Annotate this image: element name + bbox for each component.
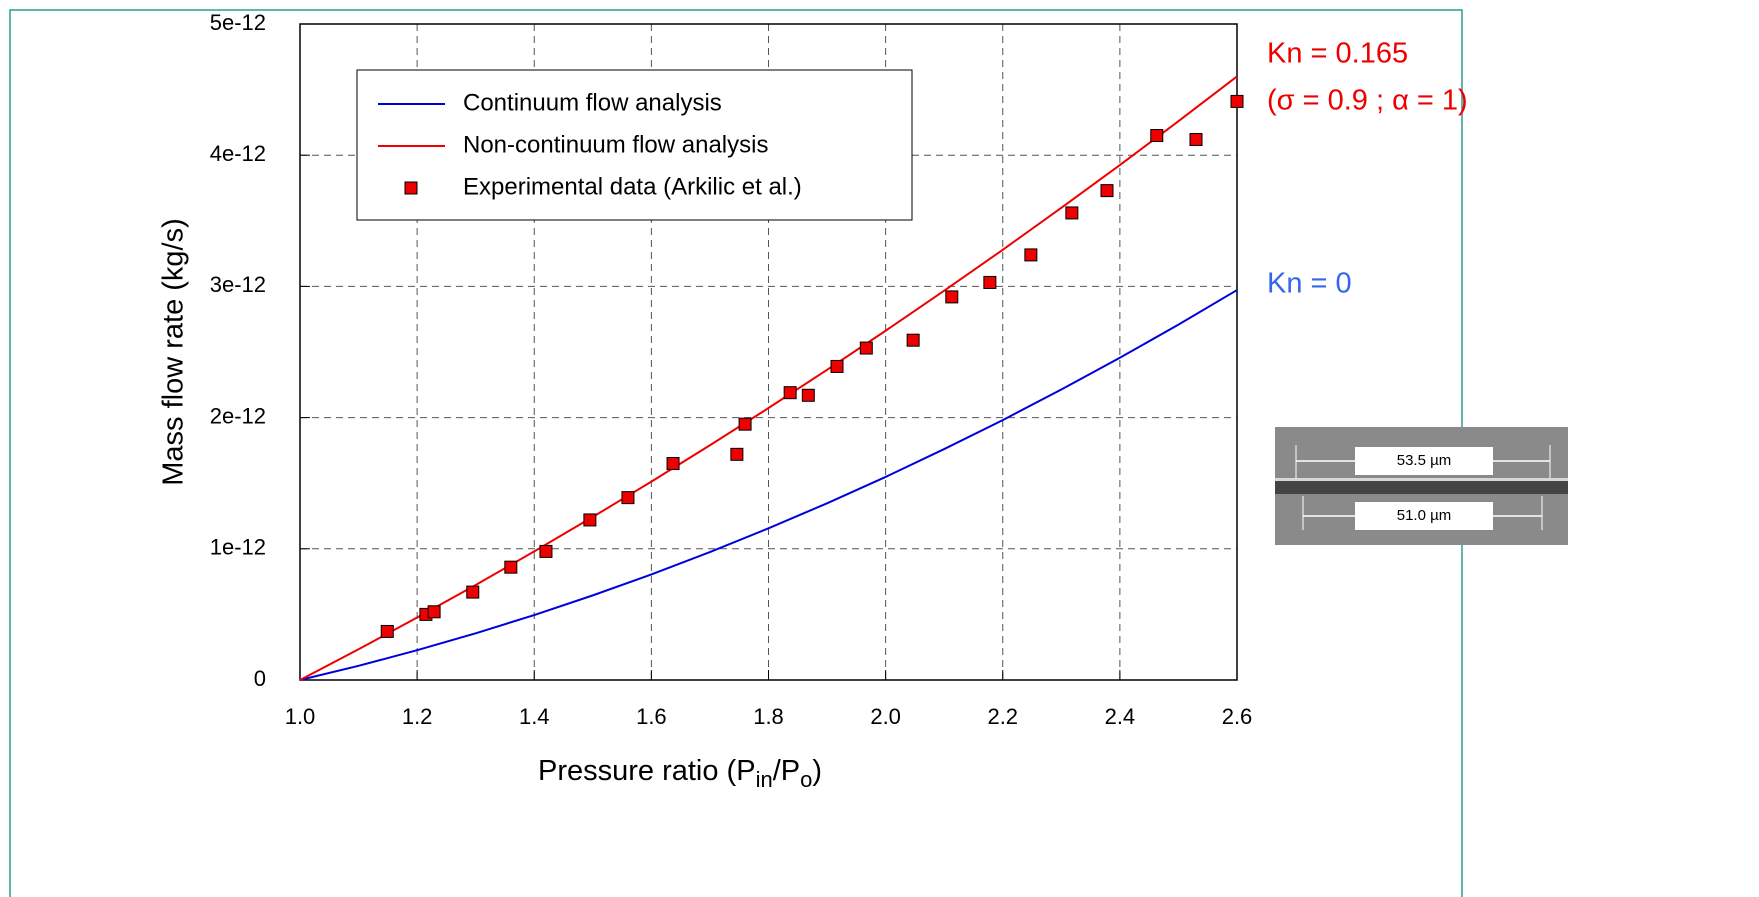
x-axis-label-part: /P: [773, 755, 800, 787]
x-tick-label: 1.4: [519, 704, 550, 729]
legend-box: [356, 69, 913, 221]
series-line: [299, 75, 1238, 681]
data-point: [1230, 94, 1244, 108]
x-axis-label: Pressure ratio (Pin/Po): [538, 755, 822, 792]
data-point: [783, 386, 797, 400]
inset-label: 51.0 µm: [1397, 507, 1452, 524]
data-point: [1150, 129, 1164, 143]
y-tick-label: 3e-12: [210, 272, 266, 297]
data-point: [466, 585, 480, 599]
data-point: [830, 359, 844, 373]
x-axis-label-sub: in: [756, 767, 773, 792]
x-tick-label: 1.8: [753, 704, 784, 729]
x-tick-label: 2.4: [1105, 704, 1136, 729]
x-axis-label-sub: o: [800, 767, 812, 792]
x-tick-label: 1.6: [636, 704, 667, 729]
data-point: [504, 560, 518, 574]
annotation: Kn = 0: [1267, 268, 1352, 300]
x-tick-label: 2.6: [1222, 704, 1253, 729]
data-point: [738, 417, 752, 431]
data-point: [1024, 248, 1038, 262]
legend-label: Non-continuum flow analysis: [463, 131, 768, 158]
data-point: [621, 491, 635, 505]
data-point: [1189, 132, 1203, 146]
data-point: [583, 513, 597, 527]
x-tick-label: 1.0: [285, 704, 316, 729]
legend-label: Continuum flow analysis: [463, 89, 722, 116]
x-tick-label: 2.2: [987, 704, 1018, 729]
data-point: [539, 544, 553, 558]
data-point: [906, 333, 920, 347]
data-point: [666, 457, 680, 471]
y-tick-label: 2e-12: [210, 403, 266, 428]
data-point: [945, 290, 959, 304]
legend-label: Experimental data (Arkilic et al.): [463, 173, 802, 200]
plot-frame: [299, 23, 1238, 681]
y-tick-label: 1e-12: [210, 535, 266, 560]
data-point: [859, 341, 873, 355]
series-line: [299, 289, 1238, 681]
annotation: (σ = 0.9 ; α = 1): [1267, 85, 1468, 117]
inset-label: 53.5 µm: [1397, 452, 1452, 469]
data-point: [427, 605, 441, 619]
x-axis-label-part: ): [812, 755, 822, 787]
x-tick-label: 2.0: [870, 704, 901, 729]
y-tick-label: 5e-12: [210, 10, 266, 35]
x-tick-label: 1.2: [402, 704, 433, 729]
data-point: [1065, 206, 1079, 220]
y-tick-label: 4e-12: [210, 141, 266, 166]
y-tick-label: 0: [254, 666, 266, 691]
y-axis-label: Mass flow rate (kg/s): [158, 218, 190, 486]
data-point: [801, 388, 815, 402]
legend-marker: [404, 181, 418, 195]
data-point: [380, 624, 394, 638]
x-axis-label-part: Pressure ratio (P: [538, 755, 756, 787]
inset-photo: 53.5 µm 51.0 µm: [1275, 427, 1568, 545]
annotation: Kn = 0.165: [1267, 38, 1408, 70]
data-point: [730, 447, 744, 461]
data-point: [1100, 184, 1114, 198]
data-point: [983, 275, 997, 289]
